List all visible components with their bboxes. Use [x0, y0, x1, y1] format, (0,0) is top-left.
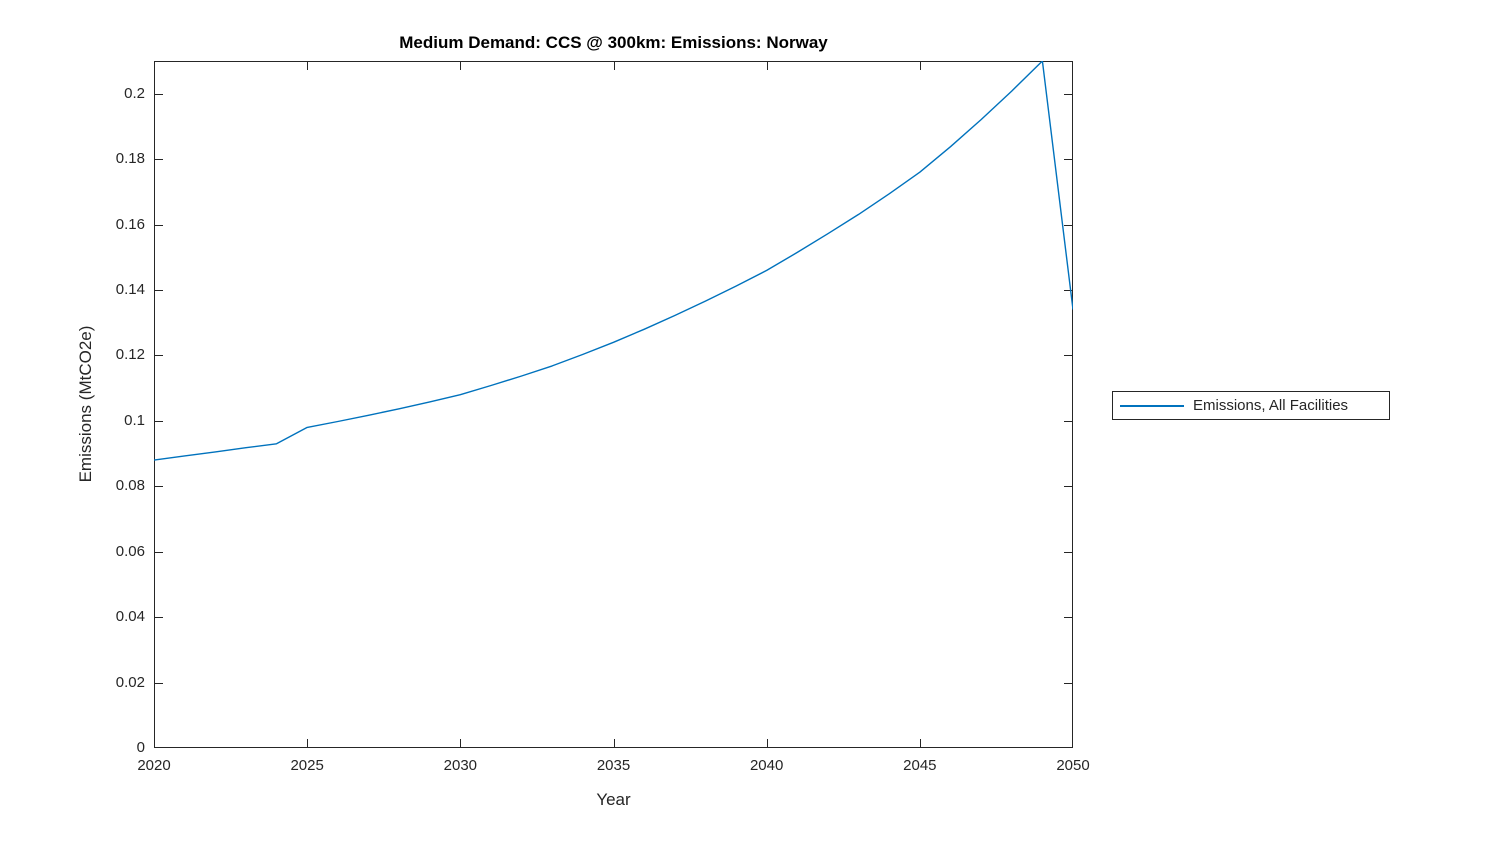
y-tick-label: 0.04 [115, 608, 145, 626]
legend: Emissions, All Facilities [1112, 391, 1390, 420]
x-tick-label: 2050 [1056, 757, 1090, 774]
legend-line-sample [1120, 404, 1184, 407]
x-axis-label: Year [596, 790, 631, 809]
y-tick-label: 0.06 [115, 542, 145, 560]
x-tick-label: 2040 [749, 757, 784, 774]
axes-box [154, 61, 1073, 748]
y-tick-label: 0 [136, 739, 145, 756]
x-tick-label: 2030 [443, 757, 478, 774]
y-tick-label: 0.08 [115, 477, 145, 495]
x-tick-label: 2045 [903, 757, 937, 774]
y-tick-label: 0.2 [124, 84, 145, 102]
y-tick-label: 0.12 [115, 346, 145, 364]
legend-entry-label: Emissions, All Facilities [1193, 397, 1349, 414]
y-tick-label: 0.02 [115, 673, 145, 691]
axis-ticks [154, 61, 1073, 748]
y-tick-label: 0.18 [115, 150, 145, 168]
y-tick-label: 0.1 [124, 411, 145, 429]
chart-title: Medium Demand: CCS @ 300km: Emissions: N… [399, 33, 828, 52]
y-tick-label: 0.16 [115, 215, 145, 233]
plot-area [154, 61, 1073, 748]
x-tick-label: 2025 [290, 757, 324, 774]
emissions-line-series [154, 61, 1073, 461]
x-tick-label: 2020 [137, 757, 171, 774]
y-tick-label: 0.14 [115, 281, 145, 298]
x-tick-label: 2035 [596, 757, 631, 774]
